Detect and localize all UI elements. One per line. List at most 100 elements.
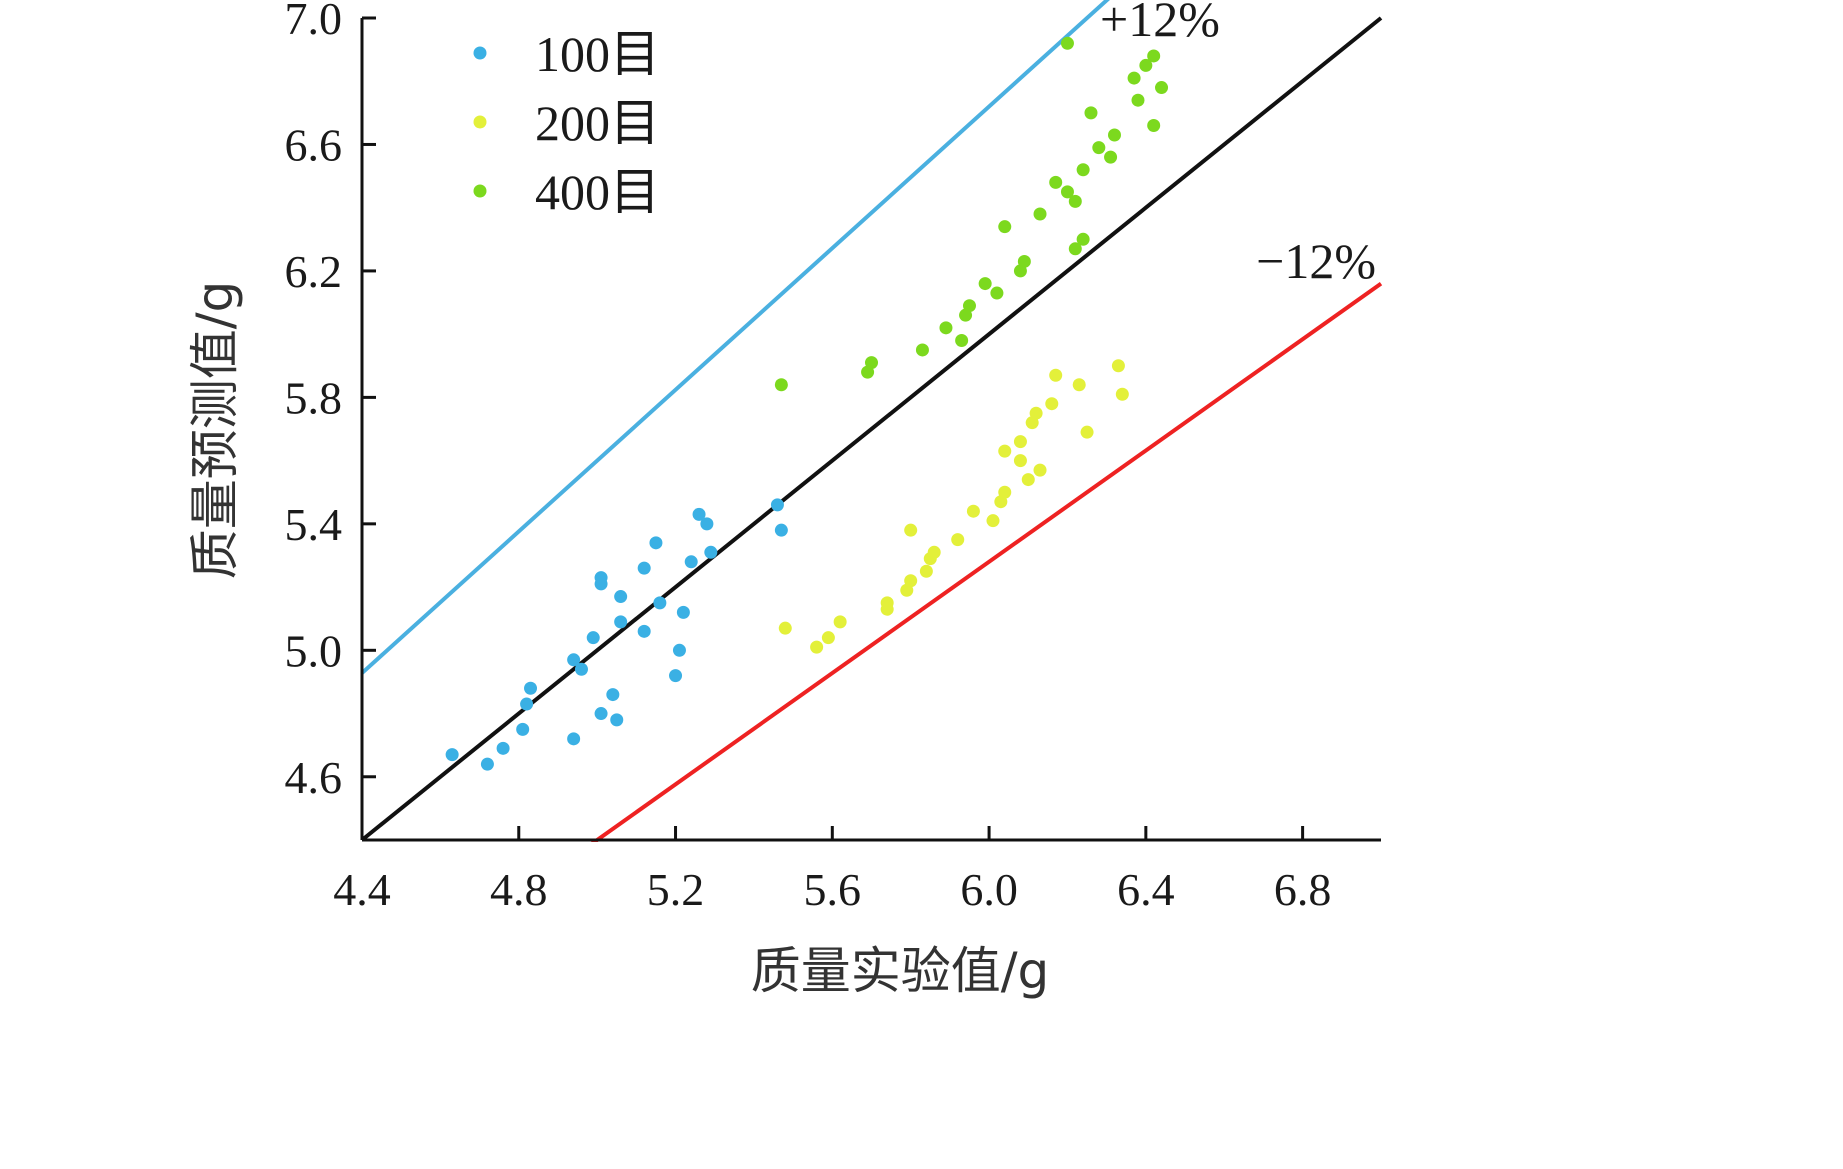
x-tick-label: 6.8 <box>1274 864 1332 915</box>
point-series-2-16 <box>1068 194 1082 208</box>
point-series-2-29 <box>1155 81 1169 95</box>
point-series-1-18 <box>1013 454 1027 468</box>
point-series-2-27 <box>1147 118 1161 132</box>
point-series-0-4 <box>520 697 534 711</box>
legend-label-0: 100目 <box>535 26 660 82</box>
y-axis-title: 质量预测值/g <box>186 281 244 580</box>
point-series-2-12 <box>1017 254 1031 268</box>
point-series-0-25 <box>692 507 706 521</box>
point-series-0-17 <box>637 561 651 575</box>
point-series-0-15 <box>614 590 628 604</box>
minus-12-label: −12% <box>1256 233 1376 289</box>
x-tick-label: 5.2 <box>647 864 705 915</box>
point-series-1-20 <box>1021 473 1035 487</box>
point-series-1-22 <box>1029 406 1043 420</box>
x-tick-label: 5.6 <box>804 864 862 915</box>
point-series-2-14 <box>1049 175 1063 189</box>
point-series-2-17 <box>1068 242 1082 256</box>
legend-marker-2 <box>473 184 487 198</box>
x-axis-ticks: 4.4 4.8 5.2 5.6 6.0 6.4 6.8 <box>333 826 1331 915</box>
point-series-0-16 <box>614 615 628 629</box>
x-tick-label: 6.4 <box>1117 864 1175 915</box>
point-series-2-28 <box>1147 49 1161 63</box>
x-axis-title: 质量实验值/g <box>751 942 1050 1000</box>
reference-line-2 <box>590 281 1383 842</box>
point-series-1-14 <box>986 514 1000 528</box>
point-series-0-0 <box>445 748 459 762</box>
point-series-2-24 <box>1127 71 1141 85</box>
point-series-0-6 <box>567 732 581 746</box>
y-tick-label: 6.2 <box>285 246 343 297</box>
point-series-1-5 <box>880 602 894 616</box>
point-series-2-7 <box>962 299 976 313</box>
y-tick-label: 6.6 <box>285 119 343 170</box>
point-series-2-25 <box>1131 93 1145 107</box>
legend-marker-1 <box>473 115 487 129</box>
point-series-0-2 <box>496 741 510 755</box>
point-series-0-29 <box>774 523 788 537</box>
point-series-2-21 <box>1092 141 1106 155</box>
point-series-2-8 <box>978 277 992 291</box>
data-points <box>445 36 1169 771</box>
point-series-1-7 <box>904 574 918 588</box>
legend: 100目 200目 400目 <box>473 26 660 220</box>
point-series-2-3 <box>915 343 929 357</box>
point-series-1-1 <box>810 640 824 654</box>
point-series-0-13 <box>606 688 620 702</box>
point-series-0-28 <box>770 498 784 512</box>
point-series-2-10 <box>998 220 1012 234</box>
point-series-0-1 <box>480 757 494 771</box>
point-series-0-12 <box>594 571 608 585</box>
point-series-2-22 <box>1104 150 1118 164</box>
point-series-1-11 <box>927 545 941 559</box>
point-series-2-26 <box>1139 58 1153 72</box>
point-series-1-17 <box>998 444 1012 458</box>
point-series-0-14 <box>610 713 624 727</box>
legend-label-1: 200目 <box>535 95 660 151</box>
y-tick-label: 4.6 <box>285 752 343 803</box>
point-series-0-20 <box>653 596 667 610</box>
point-series-2-2 <box>865 356 878 370</box>
point-series-1-3 <box>833 615 847 629</box>
point-series-0-18 <box>637 624 651 638</box>
legend-label-2: 400目 <box>535 164 660 220</box>
y-tick-label: 5.8 <box>285 372 343 423</box>
point-series-0-19 <box>649 536 663 550</box>
point-series-0-10 <box>594 707 608 721</box>
reference-line-1 <box>360 16 1383 842</box>
point-series-1-8 <box>904 523 918 537</box>
axes <box>360 18 1381 842</box>
point-series-1-13 <box>966 504 980 518</box>
point-series-2-20 <box>1084 106 1098 120</box>
y-tick-label: 5.0 <box>285 625 343 676</box>
point-series-0-21 <box>669 669 683 683</box>
point-series-1-9 <box>919 564 933 578</box>
point-series-1-12 <box>951 533 965 547</box>
reference-lines <box>360 0 1383 842</box>
reference-line-0 <box>360 0 1110 675</box>
point-series-1-27 <box>1080 425 1094 439</box>
point-series-2-23 <box>1107 128 1121 142</box>
point-series-2-18 <box>1076 232 1090 246</box>
point-series-2-4 <box>939 321 953 335</box>
point-series-1-2 <box>821 631 835 645</box>
x-tick-label: 4.8 <box>490 864 548 915</box>
point-series-2-9 <box>990 286 1004 300</box>
point-series-1-24 <box>1045 397 1059 411</box>
point-series-2-5 <box>955 333 969 347</box>
legend-marker-0 <box>473 46 487 60</box>
plus-12-label: +12% <box>1100 0 1220 47</box>
point-series-2-13 <box>1033 207 1047 221</box>
point-series-0-23 <box>676 605 690 619</box>
point-series-0-22 <box>672 643 686 657</box>
point-series-0-26 <box>700 517 714 531</box>
reference-line-labels: +12% −12% <box>1100 0 1376 289</box>
point-series-1-0 <box>778 621 792 635</box>
x-tick-label: 6.0 <box>960 864 1018 915</box>
point-series-1-25 <box>1049 368 1063 382</box>
point-series-2-30 <box>1060 36 1074 50</box>
point-series-0-9 <box>586 631 600 645</box>
point-series-0-7 <box>567 653 581 667</box>
y-tick-label: 7.0 <box>285 0 343 44</box>
point-series-2-19 <box>1076 163 1090 177</box>
